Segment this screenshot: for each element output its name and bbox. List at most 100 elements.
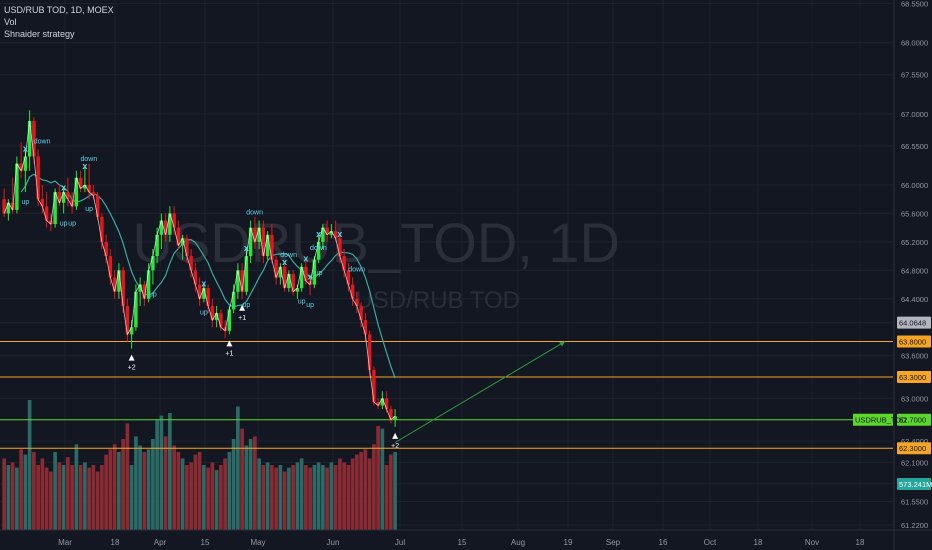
signal-down-label: down xyxy=(34,138,51,145)
symbol-title[interactable]: USD/RUB TOD, 1D, MOEX xyxy=(4,5,114,15)
candle-body xyxy=(66,192,70,200)
candle-body xyxy=(15,163,19,210)
candle-body xyxy=(236,270,240,292)
signal-up-label: up xyxy=(315,270,323,277)
candle-body xyxy=(53,192,57,225)
volume-bar xyxy=(134,436,138,530)
volume-bar xyxy=(274,467,278,530)
volume-bar xyxy=(180,458,185,530)
volume-bar xyxy=(57,462,62,530)
candle-body xyxy=(287,273,291,289)
candle-body xyxy=(151,256,155,271)
price-tick-label: 67.5500 xyxy=(901,71,928,80)
price-label-text: 62.3000 xyxy=(899,444,926,453)
candle-body xyxy=(270,234,274,260)
candle-body xyxy=(202,288,206,299)
time-tick-label: Oct xyxy=(704,538,717,547)
volume-bar xyxy=(295,462,300,530)
candle-body xyxy=(329,231,334,235)
signal-x-marker: x xyxy=(303,254,308,264)
price-tick-label: 66.5500 xyxy=(901,142,928,151)
candle-body xyxy=(282,266,287,289)
volume-bar xyxy=(70,465,74,530)
signal-up-label: up xyxy=(68,220,76,227)
volume-bar xyxy=(121,439,125,530)
volume-bar xyxy=(125,423,130,530)
price-tick-label: 62.4000 xyxy=(901,437,928,446)
candle-body xyxy=(121,270,125,306)
volume-bar xyxy=(282,471,287,530)
time-tick-label: 18 xyxy=(111,538,120,547)
candle-body xyxy=(359,305,363,321)
candle-body xyxy=(376,401,380,406)
candle-body xyxy=(261,227,266,257)
projection-line xyxy=(394,341,566,443)
price-tick-label: 62.1000 xyxy=(901,458,928,467)
price-label-box xyxy=(897,335,931,348)
volume-bar xyxy=(321,465,325,530)
volume-bar xyxy=(49,471,53,530)
price-label-text: 63.3000 xyxy=(899,373,926,382)
candle-body xyxy=(214,313,219,321)
trend-projection-line[interactable] xyxy=(394,341,566,443)
volume-bar xyxy=(278,465,283,530)
candle-body xyxy=(206,288,210,306)
signal-triangle-icon xyxy=(392,432,399,439)
candle-body xyxy=(304,266,308,282)
volume-bar xyxy=(265,462,270,530)
price-tick-label: 68.5500 xyxy=(901,0,928,9)
signal-down-label: down xyxy=(348,266,365,273)
chart-legend: USD/RUB TOD, 1D, MOEX Vol Shnaider strat… xyxy=(4,4,114,40)
candle-body xyxy=(197,284,202,299)
candle-body xyxy=(134,291,138,328)
strategy-indicator-label[interactable]: Shnaider strategy xyxy=(4,29,75,39)
volume-bar xyxy=(129,465,134,530)
volume-bar xyxy=(206,467,210,530)
volume-bar xyxy=(316,462,321,530)
price-tick-label: 61.2200 xyxy=(901,521,928,530)
time-tick-label: 15 xyxy=(201,538,210,547)
volume-bar xyxy=(261,465,266,530)
volume-bar xyxy=(163,436,168,530)
candle-body xyxy=(291,273,295,292)
price-label-text: 62.7000 xyxy=(899,416,926,425)
volume-bar xyxy=(172,445,176,530)
signal-down-label: down xyxy=(246,210,263,217)
signal-up-label: up xyxy=(306,302,314,309)
horizontal-levels[interactable] xyxy=(0,340,893,449)
candle-body xyxy=(257,227,261,242)
symbol-tag-text: USDRUB_TOD xyxy=(855,416,907,425)
volume-bar xyxy=(40,458,45,530)
volume-bar xyxy=(168,413,172,530)
signal-up-label: up xyxy=(149,292,157,299)
volume-bar xyxy=(214,470,219,530)
volume-bar xyxy=(231,439,236,530)
time-tick-label: Apr xyxy=(154,538,167,547)
candle-body xyxy=(83,184,87,189)
candle-body xyxy=(253,227,257,242)
volume-bar xyxy=(227,452,232,530)
volume-bar xyxy=(240,428,244,530)
volume-bar xyxy=(32,452,36,530)
candle-body xyxy=(74,177,79,207)
volume-bar xyxy=(19,449,23,530)
price-axis[interactable]: 68.5500 68.0000 67.5500 67.0000 66.5500 66.00… xyxy=(853,0,932,550)
volume-bar xyxy=(270,465,274,530)
volume-bar xyxy=(10,462,15,530)
volume-bar xyxy=(197,452,202,530)
volume-indicator-label[interactable]: Vol xyxy=(4,17,17,27)
signal-x-marker: x xyxy=(337,229,342,239)
price-label-text: 63.8000 xyxy=(899,337,926,346)
signal-down-label: down xyxy=(310,245,327,252)
projection-arrowhead xyxy=(559,341,566,347)
candle-body xyxy=(87,184,91,193)
volume-bar xyxy=(202,465,206,530)
signal-x-marker: x xyxy=(308,271,313,281)
candle-body xyxy=(393,416,397,420)
candle-body xyxy=(6,202,11,214)
time-axis[interactable]: Mar 18 Apr 15 May Jun Jul 15 Aug 19 Sep 16 Oct 18 Nov 1… xyxy=(0,529,932,547)
time-tick-label: Mar xyxy=(58,538,72,547)
candle-body xyxy=(372,369,376,402)
signal-x-marker: x xyxy=(23,143,28,153)
